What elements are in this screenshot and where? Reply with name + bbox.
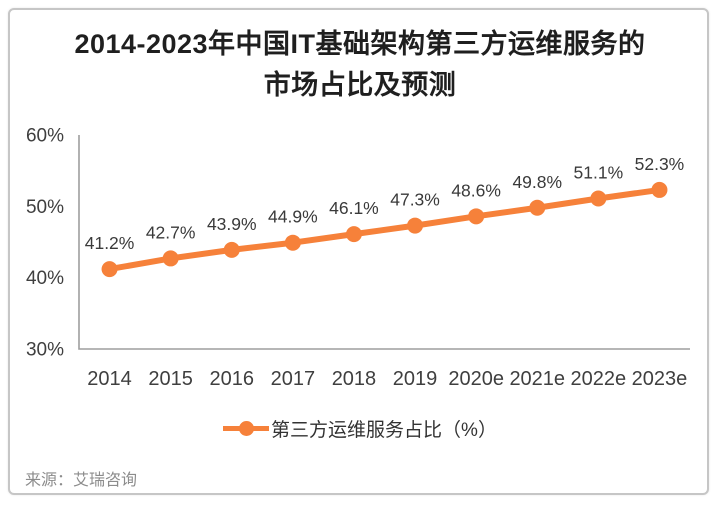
data-point-2016: [223, 241, 240, 258]
data-label-2019: 47.3%: [390, 190, 440, 210]
data-point-2022e: [590, 190, 607, 207]
x-tick-label-2018: 2018: [332, 368, 377, 390]
chart-title-line1: 2014-2023年中国IT基础架构第三方运维服务的: [74, 29, 646, 59]
data-label-2014: 41.2%: [85, 233, 135, 253]
data-label-2021e: 49.8%: [512, 172, 562, 192]
data-point-2017: [284, 234, 301, 251]
data-label-2023e: 52.3%: [635, 154, 685, 174]
data-point-2020e: [468, 208, 485, 225]
data-label-2017: 44.9%: [268, 207, 318, 227]
x-tick-label-2021e: 2021e: [509, 368, 565, 390]
data-point-2018: [345, 226, 362, 243]
chart-legend: 第三方运维服务占比（%）: [0, 415, 720, 442]
x-tick-label-2022e: 2022e: [571, 368, 627, 390]
data-point-2015: [162, 250, 179, 267]
axis-lines: [78, 135, 690, 350]
data-point-2014: [101, 261, 118, 278]
data-label-2020e: 48.6%: [451, 180, 501, 200]
source-note: 来源：艾瑞咨询: [25, 472, 138, 489]
y-tick-label-60: 60%: [26, 126, 64, 147]
y-tick-label-30: 30%: [26, 340, 64, 361]
x-tick-label-2017: 2017: [271, 368, 316, 390]
x-tick-label-2023e: 2023e: [632, 368, 688, 390]
chart-card-border: [8, 8, 709, 495]
legend-dot-icon: [238, 421, 254, 436]
x-tick-label-2019: 2019: [393, 368, 438, 390]
legend-line-marker-icon: [223, 420, 270, 437]
x-tick-label-2014: 2014: [87, 368, 132, 390]
x-tick-label-2016: 2016: [210, 368, 255, 390]
series-line: [106, 186, 663, 273]
x-tick-label-2020e: 2020e: [448, 368, 504, 390]
data-point-2023e: [651, 181, 668, 198]
data-label-2016: 43.9%: [207, 214, 257, 234]
x-tick-label-2015: 2015: [148, 368, 193, 390]
data-point-2021e: [529, 199, 546, 216]
y-tick-label-40: 40%: [26, 268, 64, 289]
y-tick-label-50: 50%: [26, 197, 64, 218]
data-label-2022e: 51.1%: [574, 162, 624, 182]
data-point-2019: [407, 217, 424, 234]
legend-label: 第三方运维服务占比（%）: [271, 420, 497, 441]
chart-title-line2: 市场占比及预测: [263, 70, 457, 100]
data-label-2018: 46.1%: [329, 198, 379, 218]
chart-title: 2014-2023年中国IT基础架构第三方运维服务的 市场占比及预测: [0, 24, 720, 106]
data-label-2015: 42.7%: [146, 222, 196, 242]
